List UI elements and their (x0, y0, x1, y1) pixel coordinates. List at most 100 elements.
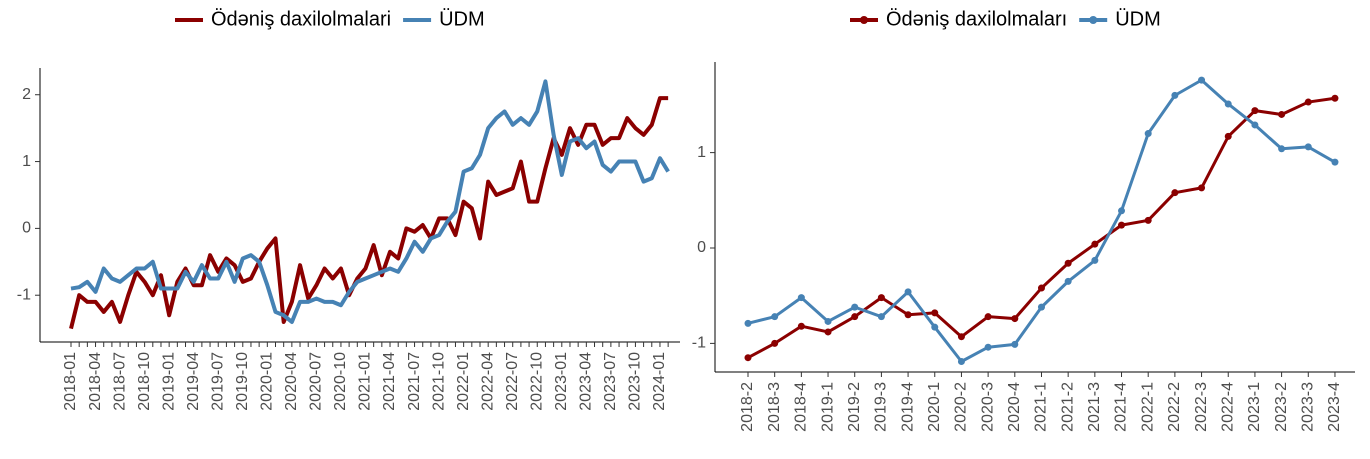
point (1331, 158, 1339, 166)
x-tick-label: 2022-10 (528, 352, 545, 411)
series-line (69, 96, 669, 330)
point (957, 358, 965, 366)
y-tick-label: 1 (22, 153, 31, 170)
point (797, 322, 805, 330)
x-tick-label: 2021-4 (1113, 382, 1130, 432)
point (851, 313, 859, 321)
point (957, 333, 965, 341)
x-tick-label: 2019-01 (160, 352, 177, 411)
point (984, 343, 992, 351)
x-tick-label: 2020-2 (953, 382, 970, 432)
x-tick-label: 2019-1 (819, 382, 836, 432)
x-tick-label: 2021-07 (406, 352, 423, 411)
point (1224, 100, 1232, 108)
y-tick-label: 0 (697, 239, 706, 256)
x-tick-label: 2023-4 (1326, 382, 1343, 432)
point (904, 288, 912, 296)
point (877, 313, 885, 321)
point (1198, 184, 1206, 192)
x-tick-label: 2023-01 (553, 352, 570, 411)
legend-label: Ödəniş daxilolmaları (886, 8, 1067, 30)
x-tick-label: 2023-10 (627, 352, 644, 411)
y-tick-label: 0 (22, 220, 31, 237)
x-tick-label: 2018-07 (111, 352, 128, 411)
x-tick-label: 2018-3 (766, 382, 783, 432)
x-tick-label: 2024-01 (651, 352, 668, 411)
point (1118, 221, 1126, 229)
point (1064, 259, 1072, 267)
x-tick-label: 2021-2 (1059, 382, 1076, 432)
legend-marker (860, 16, 868, 24)
x-tick-label: 2018-4 (793, 382, 810, 432)
x-tick-label: 2020-07 (308, 352, 325, 411)
point (1171, 91, 1179, 99)
y-tick-label: -1 (17, 286, 31, 303)
point (1037, 303, 1045, 311)
point (904, 311, 912, 319)
x-tick-label: 2018-10 (136, 352, 153, 411)
point (797, 294, 805, 302)
point (984, 313, 992, 321)
series-line (747, 78, 1336, 364)
y-tick-label: 1 (697, 144, 706, 161)
x-tick-label: 2021-10 (430, 352, 447, 411)
point (1278, 110, 1286, 118)
x-tick-label: 2021-3 (1086, 382, 1103, 432)
point (771, 313, 779, 321)
point (931, 323, 939, 331)
point (1144, 216, 1152, 224)
x-tick-label: 2019-3 (873, 382, 890, 432)
x-tick-label: 2020-10 (332, 352, 349, 411)
x-tick-label: 2018-04 (87, 352, 104, 411)
x-tick-label: 2022-01 (455, 352, 472, 411)
point (1171, 189, 1179, 197)
point (1011, 340, 1019, 348)
x-tick-label: 2018-2 (739, 382, 756, 432)
point (1091, 256, 1099, 264)
point (824, 317, 832, 325)
x-tick-label: 2021-04 (381, 352, 398, 411)
x-tick-label: 2019-4 (899, 382, 916, 432)
legend-label: Ödəniş daxilolmalari (211, 8, 391, 30)
x-tick-label: 2020-4 (1006, 382, 1023, 432)
point (1224, 132, 1232, 140)
point (931, 309, 939, 317)
point (1091, 240, 1099, 248)
point (1278, 145, 1286, 153)
x-tick-label: 2023-07 (602, 352, 619, 411)
point (1144, 130, 1152, 138)
point (1064, 277, 1072, 285)
point (1304, 98, 1312, 106)
point (1037, 284, 1045, 292)
point (1331, 94, 1339, 102)
x-tick-label: 2023-1 (1246, 382, 1263, 432)
x-tick-label: 2019-07 (209, 352, 226, 411)
point (771, 339, 779, 347)
point (877, 294, 885, 302)
x-tick-label: 2019-04 (185, 352, 202, 411)
x-tick-label: 2019-2 (846, 382, 863, 432)
legend-label: ÜDM (439, 8, 485, 30)
x-tick-label: 2018-01 (62, 352, 79, 411)
x-tick-label: 2022-07 (504, 352, 521, 411)
point (744, 354, 752, 362)
x-tick-label: 2023-2 (1273, 382, 1290, 432)
y-tick-label: 2 (22, 86, 31, 103)
y-tick-label: -1 (692, 335, 706, 352)
x-tick-label: 2022-2 (1166, 382, 1183, 432)
point (1011, 315, 1019, 323)
point (1304, 143, 1312, 151)
point (1118, 207, 1126, 215)
x-tick-label: 2020-3 (979, 382, 996, 432)
x-tick-label: 2023-04 (578, 352, 595, 411)
legend-label: ÜDM (1115, 8, 1161, 30)
x-tick-label: 2019-10 (234, 352, 251, 411)
x-tick-label: 2021-01 (357, 352, 374, 411)
x-tick-label: 2023-3 (1299, 382, 1316, 432)
x-tick-label: 2022-3 (1193, 382, 1210, 432)
point (824, 328, 832, 336)
point (1251, 107, 1259, 115)
x-tick-label: 2022-04 (479, 352, 496, 411)
x-tick-label: 2020-1 (926, 382, 943, 432)
